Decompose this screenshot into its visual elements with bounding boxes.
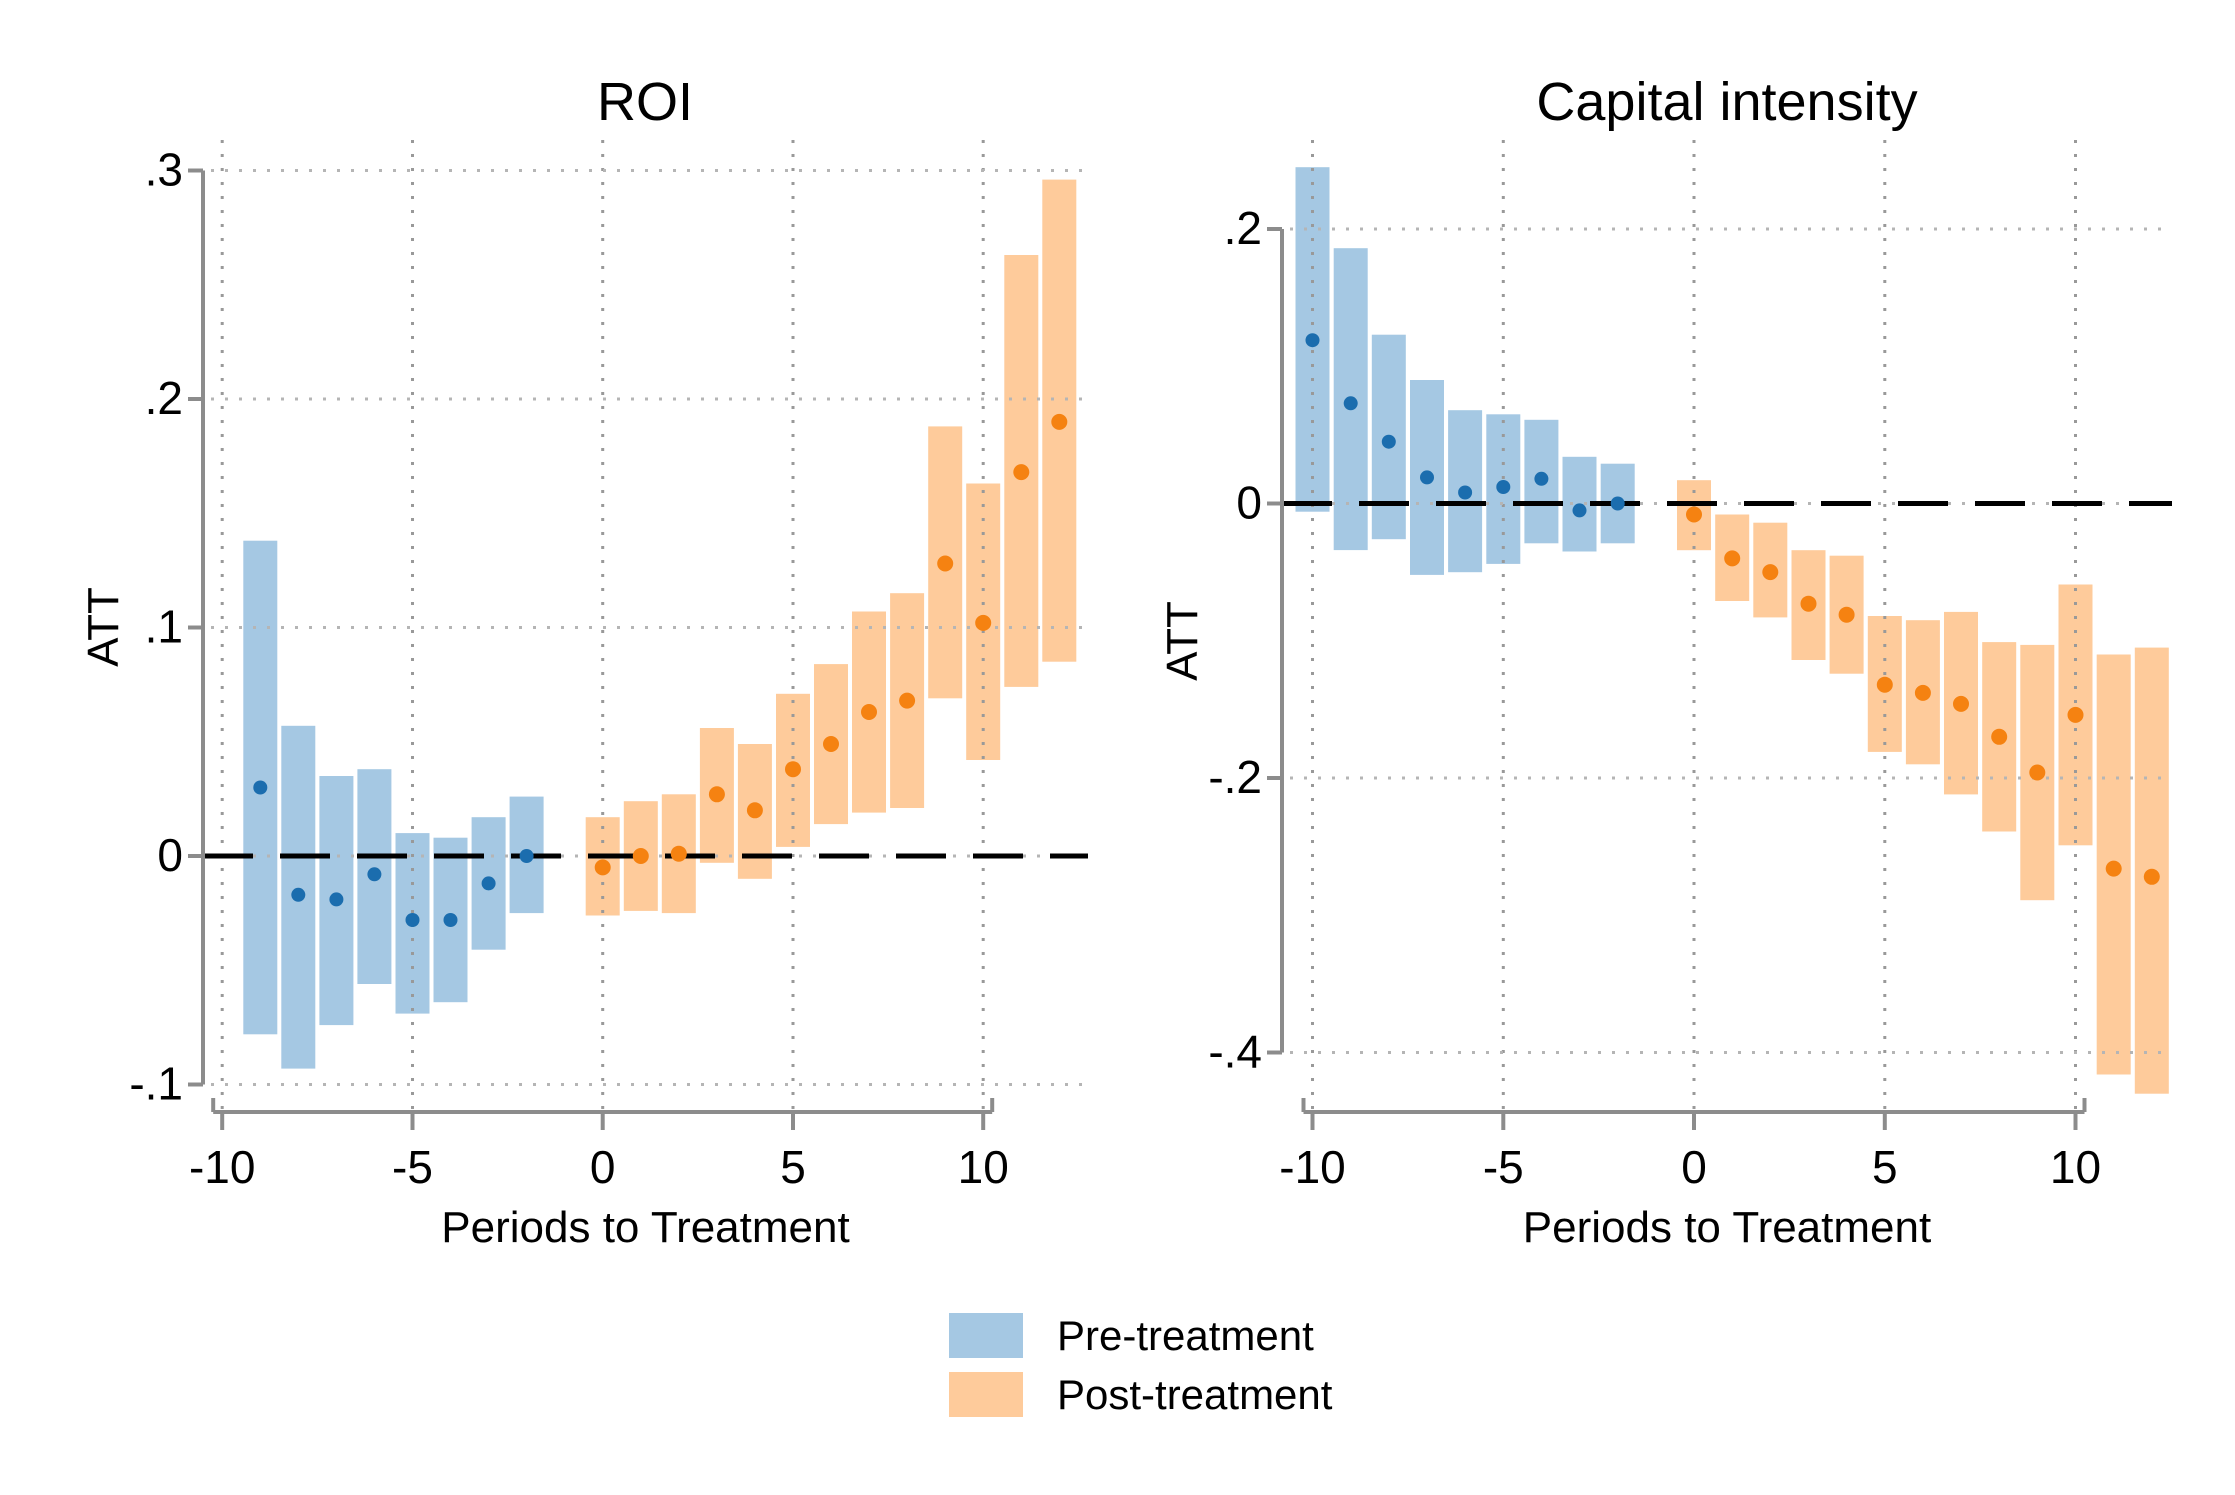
post-point-estimate <box>2105 860 2122 877</box>
legend-label-post-treatment: Post-treatment <box>1057 1371 1333 1418</box>
pre-point-estimate <box>1381 434 1396 449</box>
x-tick-label: 5 <box>780 1141 806 1193</box>
post-point-estimate <box>785 761 801 778</box>
legend-swatch-post-treatment <box>949 1372 1023 1417</box>
pre-point-estimate <box>1420 470 1434 485</box>
post-point-estimate <box>2143 868 2160 885</box>
pre-point-estimate <box>329 892 344 907</box>
y-tick-label: .1 <box>145 601 183 653</box>
post-point-estimate <box>861 704 877 720</box>
panel-capital-intensity: .2 0 -.2 -.4 -10 -5 0 5 10 <box>1208 140 2172 1193</box>
post-point-estimate <box>632 848 649 864</box>
post-point-estimate <box>1876 676 1893 693</box>
post-point-estimate <box>1838 606 1855 623</box>
x-tick-label: 10 <box>2050 1141 2101 1193</box>
pre-point-estimate <box>481 876 496 891</box>
post-point-estimate <box>670 845 687 862</box>
x-tick-label: 0 <box>590 1141 616 1193</box>
pre-point-estimate <box>1496 480 1511 494</box>
x-tick-label: -5 <box>1483 1141 1524 1193</box>
post-point-estimate <box>1051 413 1068 430</box>
post-point-estimate <box>594 859 611 876</box>
post-point-estimate <box>1953 695 1969 712</box>
post-point-estimate <box>1800 595 1817 612</box>
panel-capital-intensity-y-axis-label: ATT <box>1158 601 1207 681</box>
legend: Pre-treatment Post-treatment <box>949 1312 1333 1418</box>
y-tick-label: 0 <box>1236 477 1262 529</box>
pre-point-estimate <box>1610 496 1625 511</box>
pre-point-estimate <box>1534 471 1549 486</box>
pre-point-estimate <box>367 867 382 882</box>
y-tick-label: .2 <box>145 372 183 424</box>
x-tick-label: 5 <box>1872 1141 1898 1193</box>
pre-point-estimate <box>1458 485 1473 500</box>
x-tick-label: -10 <box>1279 1141 1345 1193</box>
post-point-estimate <box>708 786 725 803</box>
post-point-estimate <box>937 555 954 572</box>
x-tick-label: -5 <box>392 1141 433 1193</box>
legend-swatch-pre-treatment <box>949 1313 1023 1358</box>
panel-capital-intensity-x-axis-label: Periods to Treatment <box>1523 1203 1931 1252</box>
post-point-estimate <box>1686 506 1702 523</box>
pre-point-estimate <box>1305 333 1320 348</box>
y-tick-label: -.4 <box>1208 1026 1262 1078</box>
pre-point-estimate <box>291 887 306 902</box>
post-point-estimate <box>823 736 839 752</box>
post-point-estimate <box>2067 706 2084 723</box>
post-point-estimate <box>746 802 763 819</box>
pre-point-estimate <box>1343 396 1358 411</box>
x-tick-label: 10 <box>958 1141 1009 1193</box>
post-point-estimate <box>975 614 992 631</box>
y-tick-label: -.2 <box>1208 751 1262 803</box>
post-point-estimate <box>2029 764 2046 781</box>
panel-roi-x-axis-label: Periods to Treatment <box>441 1203 849 1252</box>
pre-point-estimate <box>519 849 534 863</box>
legend-label-pre-treatment: Pre-treatment <box>1057 1312 1314 1359</box>
y-tick-label: .3 <box>145 144 183 196</box>
panel-roi-y-axis-label: ATT <box>79 587 128 667</box>
panel-capital-intensity-title: Capital intensity <box>1536 72 1917 132</box>
post-point-estimate <box>1762 564 1779 581</box>
post-point-estimate <box>1991 728 2008 745</box>
pre-point-estimate <box>405 913 420 927</box>
post-point-estimate <box>899 692 916 709</box>
post-point-estimate <box>1914 684 1931 701</box>
y-tick-label: -.1 <box>129 1058 183 1110</box>
pre-point-estimate <box>1572 503 1587 518</box>
pre-point-estimate <box>253 780 268 795</box>
pre-point-estimate <box>443 913 458 927</box>
panel-roi-title: ROI <box>597 72 693 132</box>
post-point-estimate <box>1013 464 1030 481</box>
x-tick-label: -10 <box>189 1141 255 1193</box>
post-point-estimate <box>1724 550 1741 567</box>
y-tick-label: 0 <box>157 829 183 881</box>
y-tick-label: .2 <box>1224 202 1262 254</box>
panel-roi: .3 .2 .1 0 -.1-10 -5 0 5 10 <box>129 140 1088 1193</box>
x-tick-label: 0 <box>1681 1141 1707 1193</box>
